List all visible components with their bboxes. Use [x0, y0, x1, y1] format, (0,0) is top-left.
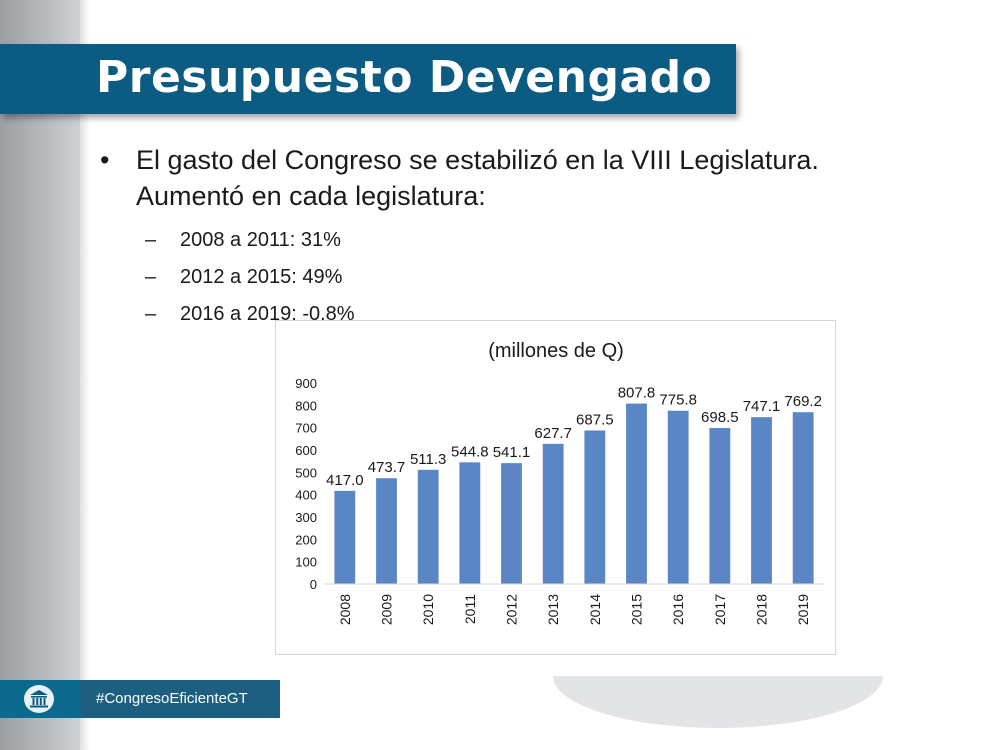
y-tick-label: 800 [295, 398, 317, 413]
bar-2015 [626, 403, 647, 584]
y-tick-label: 500 [295, 465, 317, 480]
bar-2013 [542, 443, 564, 584]
data-label: 698.5 [701, 409, 739, 426]
sub-bullet-item: – 2012 a 2015: 49% [100, 259, 960, 296]
data-label: 687.5 [576, 411, 614, 428]
data-label: 511.3 [410, 451, 446, 468]
bar-2011 [459, 462, 481, 584]
x-tick-label: 2015 [629, 594, 645, 625]
data-label: 747.1 [743, 398, 781, 415]
bullet-dot: • [100, 145, 110, 175]
bar-2017 [709, 428, 731, 584]
x-axis: 2008 2009 2010 2011 2012 2013 2014 2015 2016 2017… [324, 583, 824, 625]
bar-2010 [417, 469, 439, 584]
data-label: 417.0 [326, 472, 364, 489]
data-label: 627.7 [534, 425, 572, 442]
bullet-line-1: El gasto del Congreso se estabilizó en l… [136, 145, 819, 175]
x-tick-label: 2008 [337, 594, 353, 625]
y-tick-label: 300 [295, 510, 317, 525]
sub-bullet-text: 2008 a 2011: 31% [180, 229, 341, 251]
x-tick-label: 2009 [379, 594, 395, 625]
hashtag-label: #CongresoEficienteGT [96, 690, 248, 707]
slide-title: Presupuesto Devengado [96, 52, 713, 103]
congress-building-icon [24, 685, 54, 713]
y-tick-label: 600 [295, 443, 317, 458]
data-label: 769.2 [784, 393, 822, 410]
left-sidebar-band [0, 0, 80, 750]
bar-2019 [792, 412, 814, 584]
dash-marker: – [145, 266, 157, 288]
sidebar-shadow [80, 0, 90, 750]
bullet-item: • El gasto del Congreso se estabilizó en… [100, 142, 960, 214]
chart-title: (millones de Q) [488, 340, 624, 362]
y-tick-label: 700 [295, 421, 317, 436]
decorative-swoosh [553, 676, 883, 728]
x-tick-label: 2017 [712, 594, 728, 625]
bar-2008 [334, 490, 356, 584]
sub-bullet-text: 2012 a 2015: 49% [180, 266, 343, 288]
sub-bullet-item: – 2008 a 2011: 31% [100, 222, 960, 259]
sub-bullet-list: – 2008 a 2011: 31% – 2012 a 2015: 49% – … [100, 222, 960, 333]
x-tick-label: 2018 [754, 594, 770, 625]
y-tick-label: 100 [295, 555, 317, 570]
bar-2014 [584, 430, 606, 584]
x-tick-label: 2011 [462, 594, 478, 624]
bar-2016 [667, 410, 689, 584]
x-tick-label: 2014 [587, 594, 603, 625]
x-tick-label: 2013 [545, 594, 561, 625]
title-banner [0, 44, 736, 114]
data-label: 544.8 [451, 443, 489, 460]
bullet-list: • El gasto del Congreso se estabilizó en… [100, 142, 960, 333]
footer-band [80, 680, 280, 718]
x-tick-label: 2016 [670, 594, 686, 625]
y-tick-label: 900 [295, 376, 317, 391]
sub-bullet-text: 2016 a 2019: -0.8% [180, 303, 355, 325]
data-label: 473.7 [368, 459, 406, 476]
y-axis: 0 100 200 300 400 500 600 700 800 900 [295, 376, 317, 592]
x-tick-label: 2019 [795, 594, 811, 625]
bullet-line-2: Aumentó en cada legislatura: [136, 181, 486, 211]
bar-2018 [751, 417, 772, 584]
data-label: 541.1 [493, 444, 531, 461]
sub-bullet-item: – 2016 a 2019: -0.8% [100, 296, 960, 333]
y-tick-label: 400 [295, 488, 317, 503]
x-tick-label: 2012 [504, 594, 520, 625]
data-label: 775.8 [659, 392, 697, 409]
bar-chart-container: (millones de Q) 0 100 200 300 400 500 600 700 80… [275, 320, 836, 655]
bar-chart: (millones de Q) 0 100 200 300 400 500 600 700 80… [295, 340, 824, 625]
y-tick-label: 200 [295, 532, 317, 547]
bar-2009 [376, 478, 397, 584]
bar-2012 [501, 463, 522, 584]
dash-marker: – [145, 229, 157, 251]
dash-marker: – [145, 303, 157, 325]
x-tick-label: 2010 [420, 594, 436, 625]
data-label: 807.8 [618, 385, 656, 402]
y-tick-label: 0 [310, 577, 317, 592]
